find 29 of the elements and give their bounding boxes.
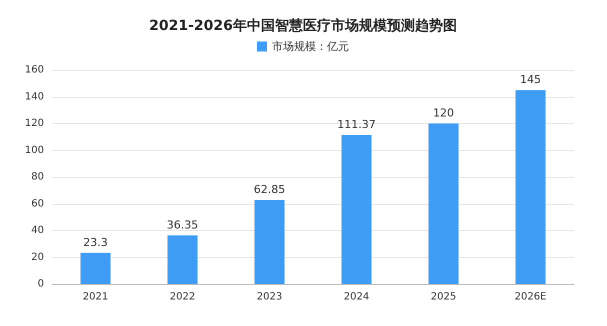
y-tick-label: 0 — [38, 278, 44, 290]
x-tick-label: 2023 — [256, 292, 282, 302]
y-tick-label: 160 — [24, 64, 44, 76]
bar — [80, 252, 110, 284]
y-tick-label: 40 — [31, 225, 44, 236]
x-tick-label: 2022 — [170, 292, 196, 302]
y-tick-label: 80 — [31, 172, 44, 182]
x-tick-label: 2026E — [514, 292, 546, 302]
y-tick-label: 20 — [31, 252, 44, 263]
y-tick-label: 60 — [31, 198, 44, 210]
bar — [168, 235, 198, 284]
x-tick-label: 2021 — [82, 292, 108, 302]
data-label: 62.85 — [254, 182, 286, 196]
data-label: 120 — [433, 106, 454, 120]
data-label: 111.37 — [337, 118, 376, 132]
y-tick-label: 120 — [24, 118, 44, 129]
y-tick-label: 100 — [24, 144, 44, 156]
chart-title: 2021-2026年中国智慧医疗市场规模预测趋势图 — [149, 17, 457, 34]
bar — [428, 124, 458, 284]
x-tick-label: 2025 — [430, 292, 456, 302]
x-tick-label: 2024 — [344, 292, 370, 302]
legend-label: 市场规模：亿元 — [272, 40, 349, 53]
bar — [516, 90, 546, 284]
data-label: 145 — [520, 73, 541, 86]
bar — [342, 135, 372, 284]
data-label: 23.3 — [83, 236, 108, 249]
data-label: 36.35 — [166, 218, 198, 232]
y-tick-label: 140 — [24, 91, 44, 102]
bar — [254, 200, 284, 284]
